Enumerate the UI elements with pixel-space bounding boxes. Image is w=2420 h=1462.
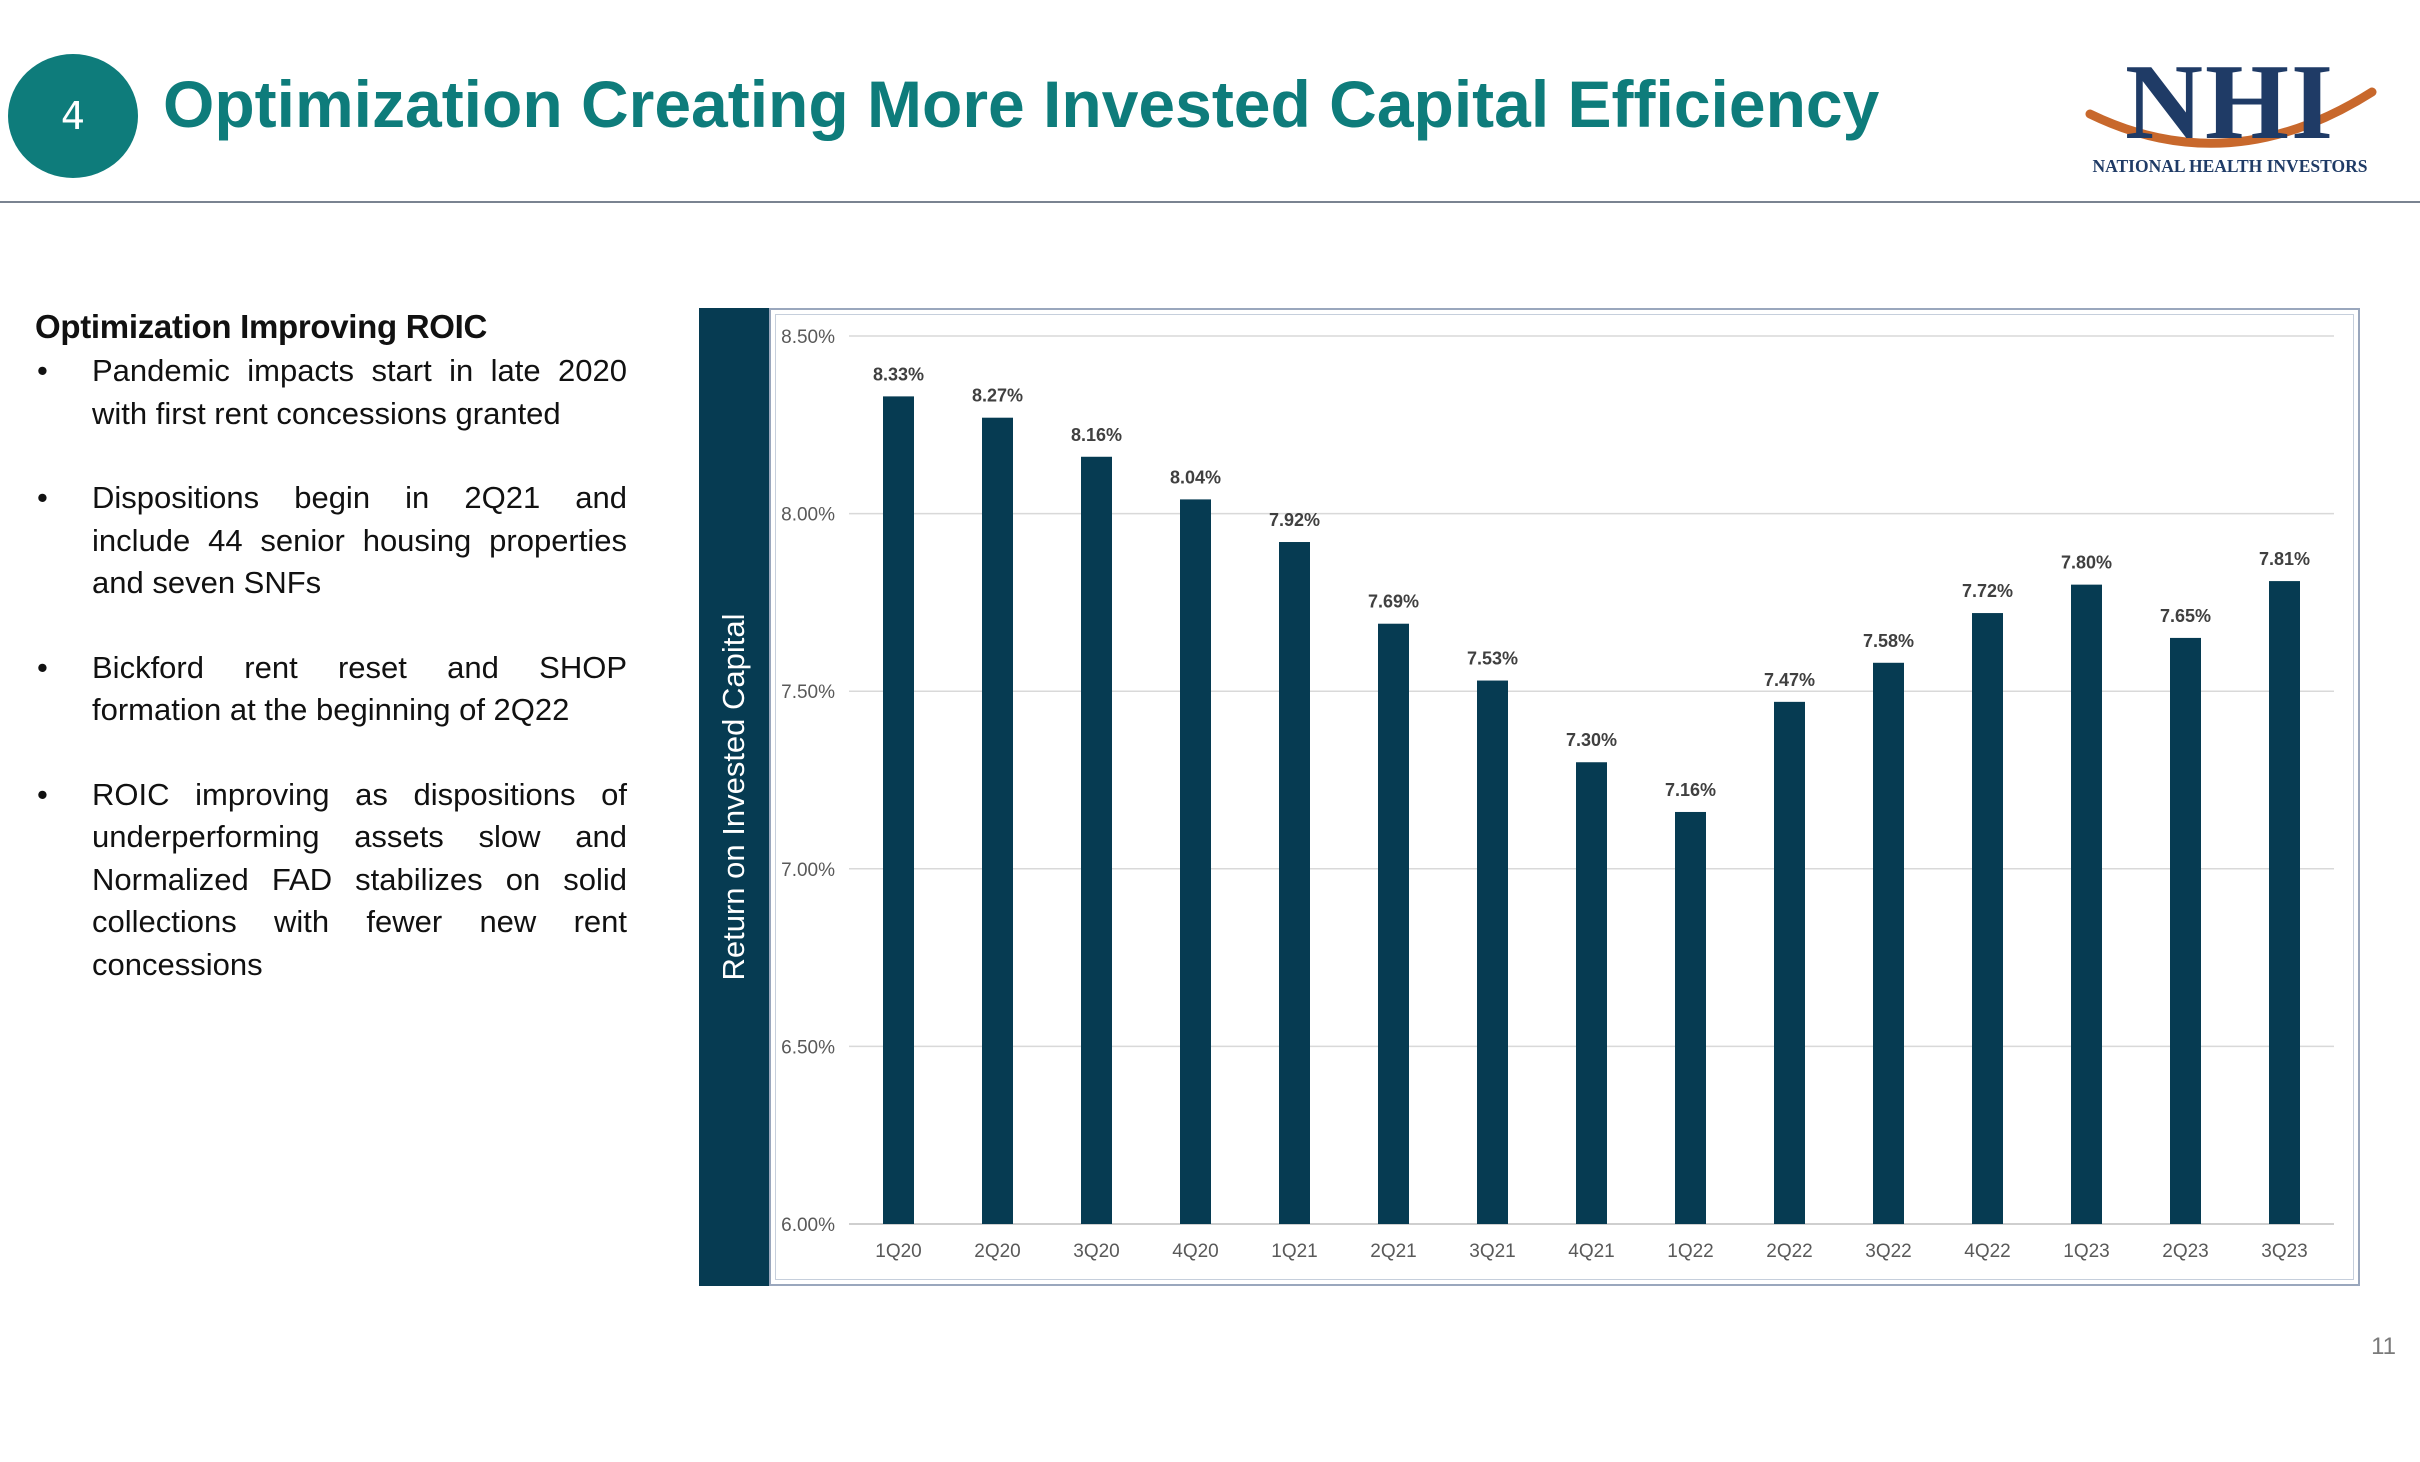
x-tick-label: 3Q21 <box>1469 1241 1515 1262</box>
list-item: • Pandemic impacts start in late 2020 wit… <box>35 350 627 435</box>
x-tick-label: 3Q20 <box>1073 1241 1119 1262</box>
x-tick-label: 1Q21 <box>1271 1241 1317 1262</box>
bullet-dot: • <box>37 480 48 515</box>
x-tick-label: 2Q22 <box>1766 1241 1812 1262</box>
data-label: 8.33% <box>873 364 924 384</box>
header-divider <box>0 201 2420 203</box>
bullet-dot: • <box>37 649 48 685</box>
bar <box>2071 584 2102 1224</box>
chart-inner-frame <box>775 314 2354 1280</box>
x-tick-label: 4Q20 <box>1172 1241 1218 1262</box>
data-label: 7.53% <box>1467 649 1518 669</box>
page-number: 11 <box>2371 1333 2396 1360</box>
list-item: • Dispositions begin in 2Q21 and include … <box>35 477 627 605</box>
bullet-text: ROIC improving as dispositions of underp… <box>92 776 627 982</box>
y-tick-label: 8.00% <box>781 505 835 526</box>
bar <box>2170 637 2201 1224</box>
data-labels: 8.33% 8.27% 8.16% 8.04% 7.92% 7.69% 7.53% 7.30%… <box>873 364 2310 800</box>
list-item: • Bickford rent reset and SHOP formation … <box>35 647 627 732</box>
data-label: 7.47% <box>1764 670 1815 690</box>
x-tick-label: 1Q22 <box>1667 1241 1713 1262</box>
bar <box>1576 762 1607 1224</box>
bar <box>1675 811 1706 1224</box>
data-label: 7.30% <box>1566 730 1617 750</box>
commentary-list: • Pandemic impacts start in late 2020 wit… <box>35 350 627 986</box>
x-tick-label: 3Q22 <box>1865 1241 1911 1262</box>
y-tick-labels: 6.00% 6.50% 7.00% 7.50% 8.00% 8.50% <box>781 327 835 1236</box>
bar <box>1378 623 1409 1224</box>
bar <box>883 396 914 1224</box>
nhi-logo: NHI NATIONAL HEALTH INVESTORS <box>2085 52 2377 176</box>
page-title: Optimization Creating More Invested Capi… <box>163 67 1880 141</box>
y-tick-label: 6.00% <box>781 1215 835 1236</box>
y-tick-label: 6.50% <box>781 1037 835 1058</box>
bar <box>2269 581 2300 1224</box>
bullet-text: Pandemic impacts start in late 2020 with… <box>92 353 627 431</box>
x-tick-label: 3Q23 <box>2261 1241 2307 1262</box>
roic-commentary: Optimization Improving ROIC • Pandemic im… <box>35 308 627 1028</box>
bullet-text: Dispositions begin in 2Q21 and include 4… <box>92 480 627 600</box>
bars <box>883 396 2300 1225</box>
x-tick-label: 4Q21 <box>1568 1241 1614 1262</box>
data-label: 7.69% <box>1368 592 1419 612</box>
roic-bar-chart: 6.00% 6.50% 7.00% 7.50% 8.00% 8.50% 8.33% 8.27… <box>781 327 2334 1262</box>
y-axis-title-bar: Return on Invested Capital <box>699 308 769 1286</box>
logo-mark: NHI <box>2125 52 2335 162</box>
bullet-dot: • <box>37 776 48 812</box>
bullet-text: Bickford rent reset and SHOP formation a… <box>92 649 627 728</box>
y-tick-label: 7.50% <box>781 682 835 703</box>
bullet-dot: • <box>37 353 48 388</box>
section-number-badge: 4 <box>8 54 138 178</box>
bar <box>1180 499 1211 1225</box>
data-label: 7.16% <box>1665 780 1716 800</box>
data-label: 7.58% <box>1863 631 1914 651</box>
x-tick-label: 2Q20 <box>974 1241 1020 1262</box>
x-tick-label: 2Q23 <box>2162 1241 2208 1262</box>
logo-tagline: NATIONAL HEALTH INVESTORS <box>2093 156 2368 176</box>
y-axis-title: Return on Invested Capital <box>716 613 751 981</box>
section-number: 4 <box>60 94 86 138</box>
data-label: 7.81% <box>2259 549 2310 569</box>
bar <box>1279 542 1310 1224</box>
y-tick-label: 8.50% <box>781 327 835 348</box>
bar <box>1873 662 1904 1224</box>
data-label: 7.80% <box>2061 553 2112 573</box>
list-item: • ROIC improving as dispositions of under… <box>35 774 627 987</box>
bar <box>1774 701 1805 1224</box>
data-label: 7.72% <box>1962 581 2013 601</box>
data-label: 8.16% <box>1071 425 1122 445</box>
y-tick-label: 7.00% <box>781 860 835 881</box>
bar <box>1477 680 1508 1224</box>
x-tick-labels: 1Q20 2Q20 3Q20 4Q20 1Q21 2Q21 3Q21 4Q21 1Q22 2Q22… <box>875 1241 2307 1262</box>
data-label: 7.65% <box>2160 606 2211 626</box>
bar <box>1081 456 1112 1224</box>
x-tick-label: 1Q23 <box>2063 1241 2109 1262</box>
logo-swoosh <box>2085 87 2377 148</box>
commentary-heading: Optimization Improving ROIC <box>35 308 488 345</box>
bar <box>1972 613 2003 1224</box>
data-label: 8.27% <box>972 386 1023 406</box>
data-label: 8.04% <box>1170 467 1221 487</box>
x-tick-label: 2Q21 <box>1370 1241 1416 1262</box>
x-tick-label: 1Q20 <box>875 1241 921 1262</box>
data-label: 7.92% <box>1269 510 1320 530</box>
bar <box>982 417 1013 1224</box>
x-tick-label: 4Q22 <box>1964 1241 2010 1262</box>
